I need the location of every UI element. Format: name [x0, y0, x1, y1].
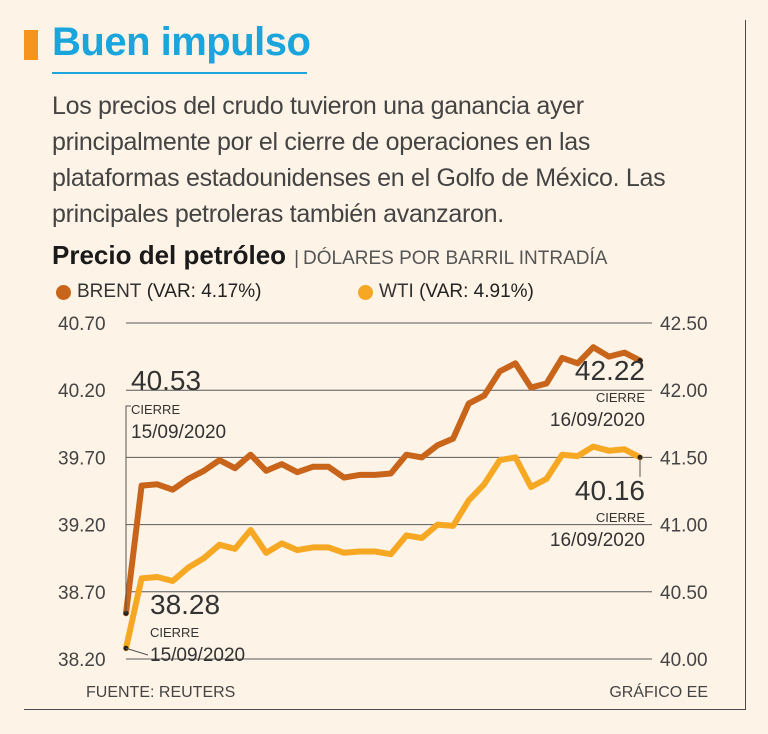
series-line-wti — [123, 443, 643, 652]
wti-open-date: 15/09/2020 — [150, 645, 245, 666]
y-tick-label-left: 39.20 — [58, 516, 106, 537]
y-tick-label-right: 40.50 — [660, 583, 708, 604]
y-tick-label-right: 42.50 — [660, 314, 708, 335]
brent-open-leader — [125, 405, 131, 614]
wti-close-label: CIERRE — [596, 510, 645, 525]
brent-close-date: 16/09/2020 — [550, 410, 645, 431]
title-underline — [52, 72, 307, 74]
chart-title-separator: | — [294, 248, 300, 269]
legend-var-brent: (VAR: 4.17%) — [146, 281, 262, 302]
brent-open-value: 40.53 — [131, 365, 201, 396]
legend-dot-wti — [358, 284, 373, 300]
infographic-frame — [24, 20, 746, 710]
brent-close-value: 42.22 — [575, 355, 645, 386]
wti-open-label: CIERRE — [150, 625, 199, 640]
chart-heading: Precio del petróleo | DÓLARES POR BARRIL I… — [52, 240, 607, 271]
source-note: FUENTE: REUTERS — [86, 684, 236, 701]
legend-label-wti: WTI — [379, 281, 414, 302]
legend-dot-brent — [56, 284, 71, 300]
series-line-brent — [123, 344, 643, 617]
wti-open-value: 38.28 — [150, 589, 220, 620]
legend-var-wti: (VAR: 4.91%) — [419, 281, 534, 302]
chart-title: Precio del petróleo — [52, 240, 287, 270]
wti-close-value: 40.16 — [575, 475, 645, 506]
accent-bar — [24, 30, 38, 60]
y-tick-label-right: 42.00 — [660, 381, 708, 402]
y-tick-label-left: 39.70 — [58, 448, 106, 469]
brent-open-label: CIERRE — [131, 402, 180, 417]
y-tick-label-right: 41.50 — [660, 448, 708, 469]
brent-open-date: 15/09/2020 — [131, 422, 226, 443]
legend-label-brent: BRENT — [77, 281, 142, 302]
legend-item-wti: WTI (VAR: 4.91%) — [358, 281, 534, 303]
y-tick-label-left: 38.70 — [58, 583, 106, 604]
chart-subtitle: DÓLARES POR BARRIL INTRADÍA — [303, 248, 608, 269]
wti-open-leader — [125, 647, 149, 656]
y-tick-label-left: 40.70 — [58, 314, 106, 335]
y-tick-label-right: 40.00 — [660, 650, 708, 671]
y-tick-label-left: 40.20 — [58, 381, 106, 402]
wti-close-date: 16/09/2020 — [550, 530, 645, 551]
page-title: Buen impulso — [52, 20, 311, 64]
y-tick-label-left: 38.20 — [58, 650, 106, 671]
legend-item-brent: BRENT (VAR: 4.17%) — [56, 281, 261, 303]
brent-close-label: CIERRE — [596, 390, 645, 405]
graphic-credit: GRÁFICO EE — [609, 684, 708, 701]
y-tick-label-right: 41.00 — [660, 516, 708, 537]
intro-text: Los precios del crudo tuvieron una ganan… — [52, 92, 666, 228]
